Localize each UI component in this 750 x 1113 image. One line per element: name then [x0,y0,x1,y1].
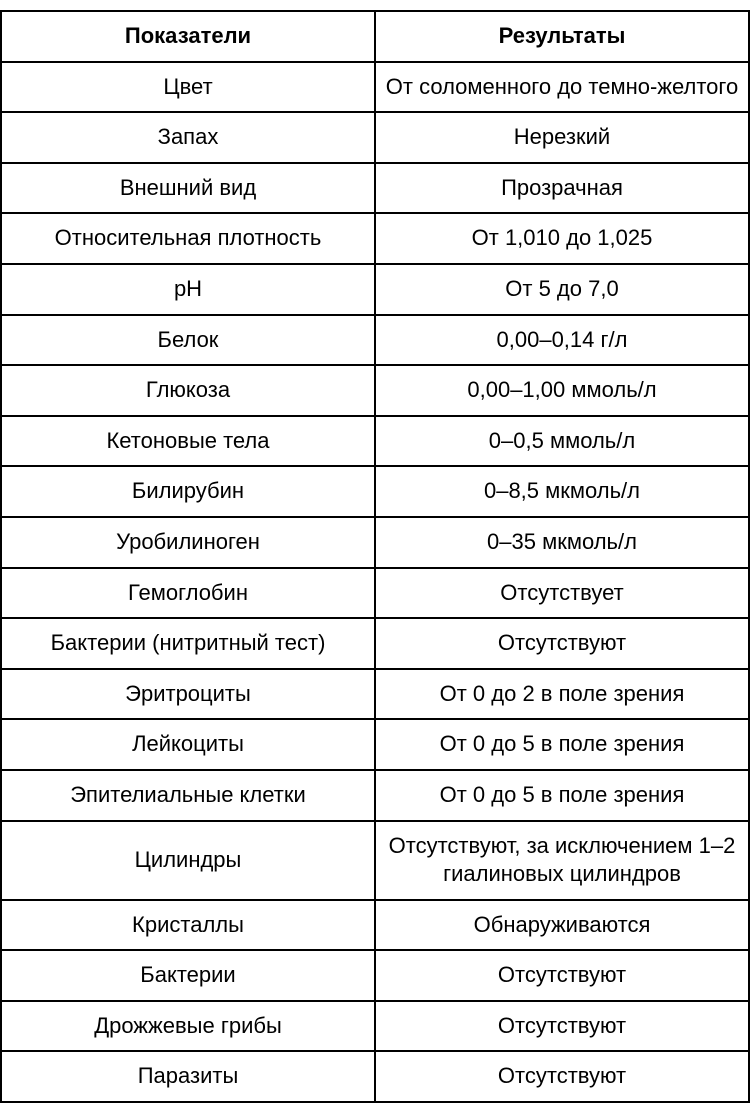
table-row: Бактерии (нитритный тест) Отсутствуют [1,618,749,669]
table-row: Эпителиальные клетки От 0 до 5 в поле зр… [1,770,749,821]
table-row: pH От 5 до 7,0 [1,264,749,315]
table-row: Белок 0,00–0,14 г/л [1,315,749,366]
table-row: Цвет От соломенного до темно-желтого [1,62,749,113]
cell-indicator: Эритроциты [1,669,375,720]
header-result: Результаты [375,11,749,62]
cell-indicator: Лейкоциты [1,719,375,770]
cell-result: 0–8,5 мкмоль/л [375,466,749,517]
cell-result: 0–0,5 ммоль/л [375,416,749,467]
cell-indicator: Запах [1,112,375,163]
table-row: Лейкоциты От 0 до 5 в поле зрения [1,719,749,770]
cell-indicator: pH [1,264,375,315]
cell-indicator: Цилиндры [1,821,375,900]
cell-result: Нерезкий [375,112,749,163]
cell-indicator: Кетоновые тела [1,416,375,467]
cell-result: Отсутствуют [375,1001,749,1052]
table-row: Дрожжевые грибы Отсутствуют [1,1001,749,1052]
cell-result: Обнаруживаются [375,900,749,951]
cell-result: От 0 до 2 в поле зрения [375,669,749,720]
cell-indicator: Эпителиальные клетки [1,770,375,821]
table-body: Цвет От соломенного до темно-желтого Зап… [1,62,749,1102]
table-row: Относительная плотность От 1,010 до 1,02… [1,213,749,264]
cell-indicator: Паразиты [1,1051,375,1102]
table-row: Гемоглобин Отсутствует [1,568,749,619]
cell-indicator: Кристаллы [1,900,375,951]
table-row: Эритроциты От 0 до 2 в поле зрения [1,669,749,720]
table-header-row: Показатели Результаты [1,11,749,62]
cell-result: Отсутствует [375,568,749,619]
cell-result: 0,00–1,00 ммоль/л [375,365,749,416]
cell-result: От соломенного до темно-желтого [375,62,749,113]
cell-result: 0–35 мкмоль/л [375,517,749,568]
cell-result: Прозрачная [375,163,749,214]
table-row: Кетоновые тела 0–0,5 ммоль/л [1,416,749,467]
cell-result: 0,00–0,14 г/л [375,315,749,366]
cell-indicator: Бактерии [1,950,375,1001]
cell-result: От 0 до 5 в поле зрения [375,719,749,770]
cell-result: От 1,010 до 1,025 [375,213,749,264]
cell-result: Отсутствуют [375,618,749,669]
cell-indicator: Внешний вид [1,163,375,214]
cell-result: От 5 до 7,0 [375,264,749,315]
cell-result: От 0 до 5 в поле зрения [375,770,749,821]
cell-indicator: Белок [1,315,375,366]
cell-indicator: Цвет [1,62,375,113]
cell-indicator: Уробилиноген [1,517,375,568]
cell-result: Отсутствуют [375,1051,749,1102]
table-row: Внешний вид Прозрачная [1,163,749,214]
urinalysis-table: Показатели Результаты Цвет От соломенног… [0,10,750,1103]
table-row: Паразиты Отсутствуют [1,1051,749,1102]
cell-result: Отсутствуют, за исключением 1–2 гиалинов… [375,821,749,900]
cell-indicator: Бактерии (нитритный тест) [1,618,375,669]
table-row: Уробилиноген 0–35 мкмоль/л [1,517,749,568]
cell-indicator: Гемоглобин [1,568,375,619]
table-row: Глюкоза 0,00–1,00 ммоль/л [1,365,749,416]
table-row: Цилиндры Отсутствуют, за исключением 1–2… [1,821,749,900]
cell-indicator: Относительная плотность [1,213,375,264]
cell-indicator: Дрожжевые грибы [1,1001,375,1052]
table-row: Запах Нерезкий [1,112,749,163]
cell-result: Отсутствуют [375,950,749,1001]
cell-indicator: Билирубин [1,466,375,517]
header-indicator: Показатели [1,11,375,62]
cell-indicator: Глюкоза [1,365,375,416]
table-row: Кристаллы Обнаруживаются [1,900,749,951]
table-row: Бактерии Отсутствуют [1,950,749,1001]
table-row: Билирубин 0–8,5 мкмоль/л [1,466,749,517]
